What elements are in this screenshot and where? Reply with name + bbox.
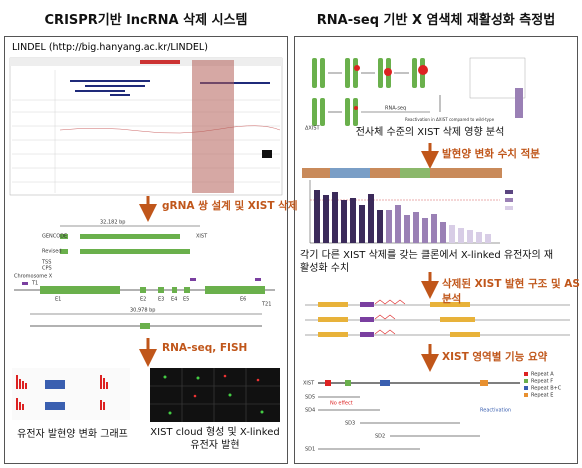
label: SD4 — [305, 408, 315, 414]
label: T1 — [31, 281, 38, 287]
expression-graphs — [12, 368, 130, 420]
label: Repeat B+C — [531, 386, 562, 392]
right-panel — [294, 36, 578, 464]
step-label: XIST 영역별 기능 요약 — [442, 351, 548, 363]
step-label: 발현양 변화 수치 적분 — [442, 148, 540, 160]
label: Repeat A — [531, 372, 554, 378]
caption: 각기 다른 XIST 삭제를 갖는 클론에서 X-linked 유전자의 재활성… — [300, 250, 554, 274]
label: XIST — [303, 381, 315, 387]
reactivation-bars — [302, 168, 513, 244]
label: Reactivation — [480, 408, 511, 414]
label: RNA-seq — [385, 106, 406, 112]
step-label: 삭제된 XIST 발현 구조 및 AS 분석 — [442, 278, 580, 305]
label: Repeat E — [531, 393, 553, 399]
gene-diagram: 32,182 bp GENCODE Revised XIST TSS CPS C… — [14, 220, 275, 329]
step-label: RNA-seq, FISH — [162, 342, 248, 354]
label: E2 — [140, 297, 146, 303]
genome-browser — [9, 57, 283, 196]
left-panel — [4, 36, 288, 464]
label: ΔXIST — [305, 126, 320, 132]
label: GENCODE — [42, 234, 67, 240]
caption: XIST cloud 형성 및 X-linked 유전자 발현 — [150, 427, 280, 451]
step-label: gRNA 쌍 설계 및 XIST 삭제 — [162, 200, 298, 212]
label: Reactivation in ΔXIST compared to wild-t… — [405, 117, 495, 122]
label: E3 — [158, 297, 164, 303]
label: No effect — [330, 401, 353, 407]
label: XIST — [196, 234, 208, 240]
left-title: CRISPR기반 lncRNA 삭제 시스템 — [44, 13, 248, 28]
label: CPS — [42, 266, 52, 272]
label: SD5 — [305, 395, 315, 401]
reactivation-scheme: RNA-seq ΔXIST Reactivation in ΔXIST comp… — [305, 57, 526, 132]
label: E1 — [55, 297, 61, 303]
label: Chromosome X — [14, 274, 53, 280]
fish-images — [150, 368, 280, 422]
label: E5 — [183, 297, 189, 303]
label: Revised — [42, 249, 62, 255]
isoform-diagram — [305, 299, 570, 337]
label: SD3 — [345, 421, 355, 427]
right-title: RNA-seq 기반 X 염색체 재활성화 측정법 — [316, 13, 556, 28]
label: SD1 — [305, 447, 315, 453]
label: E6 — [240, 297, 246, 303]
label: 32,182 bp — [100, 220, 125, 226]
caption: 유전자 발현양 변화 그래프 — [17, 429, 128, 440]
label: Repeat F — [531, 379, 553, 385]
source-url: LINDEL (http://big.hanyang.ac.kr/LINDEL) — [12, 42, 208, 53]
summary-diagram: XIST Repeat A Repeat F Repeat B+C Repeat… — [303, 372, 562, 453]
label: 30,978 bp — [130, 308, 155, 314]
label: TSS — [41, 260, 51, 266]
label: E4 — [171, 297, 177, 303]
label: SD2 — [375, 434, 385, 440]
caption: 전사체 수준의 XIST 삭제 영향 분석 — [355, 127, 505, 138]
label: T21 — [261, 302, 271, 308]
